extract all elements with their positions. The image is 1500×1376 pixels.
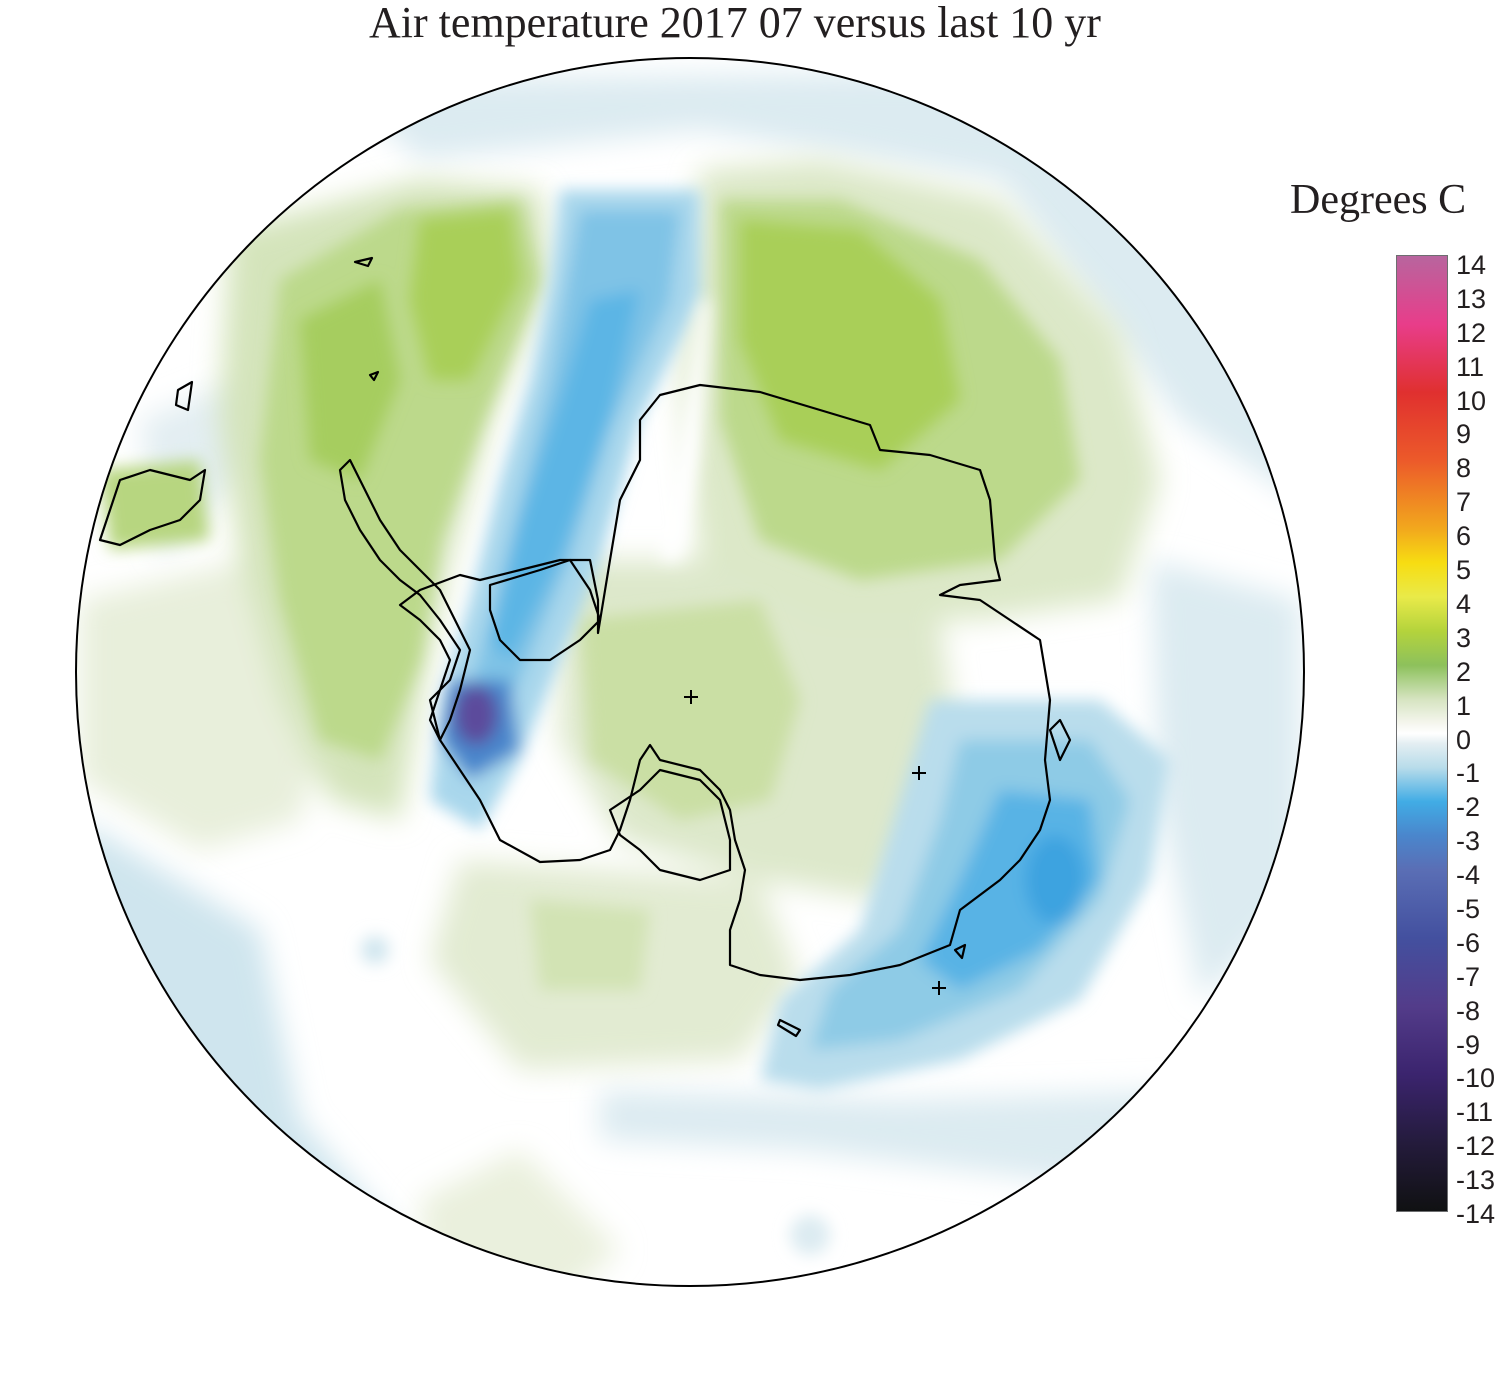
blue-anomaly-east bbox=[760, 700, 1170, 1090]
legend-tick-label: 2 bbox=[1456, 656, 1472, 687]
legend-tick-label: 7 bbox=[1456, 487, 1472, 518]
legend-tick-label: 3 bbox=[1456, 622, 1472, 653]
island-a bbox=[353, 256, 374, 268]
island-f bbox=[776, 1018, 802, 1038]
legend-tick-label: -12 bbox=[1456, 1131, 1496, 1162]
legend-tick-label: -11 bbox=[1456, 1097, 1494, 1128]
station-marker-1 bbox=[912, 766, 926, 780]
island-d bbox=[1048, 718, 1072, 762]
antarctic-peninsula bbox=[338, 458, 472, 742]
legend-tick-label: -14 bbox=[1456, 1199, 1496, 1229]
legend-title: Degrees C bbox=[1290, 177, 1467, 223]
legend-tick-label: 4 bbox=[1456, 588, 1472, 619]
south-pole-marker bbox=[684, 690, 698, 704]
legend-tick-label: -5 bbox=[1456, 893, 1481, 924]
legend-tick-label: 13 bbox=[1456, 283, 1487, 314]
legend-tick-label: -8 bbox=[1456, 995, 1481, 1026]
legend-tick-label: 5 bbox=[1456, 555, 1472, 586]
small-detail-patches bbox=[361, 300, 830, 1255]
map-title: Air temperature 2017 07 versus last 10 y… bbox=[369, 0, 1101, 47]
antarctica-coastline bbox=[98, 256, 1072, 1038]
continent-outline bbox=[398, 383, 1052, 982]
island-b bbox=[174, 380, 194, 412]
legend-tick-label: 0 bbox=[1456, 724, 1472, 755]
ross-ice-shelf bbox=[608, 768, 732, 882]
station-marker-2 bbox=[932, 981, 946, 995]
legend-tick-label: 10 bbox=[1456, 385, 1487, 416]
island-c bbox=[368, 370, 380, 382]
legend-tick-label: -6 bbox=[1456, 927, 1481, 958]
legend-tick-label: -10 bbox=[1456, 1063, 1496, 1094]
legend-tick-label: 8 bbox=[1456, 453, 1472, 484]
ronne-ice-shelf bbox=[488, 558, 602, 662]
site-markers bbox=[684, 690, 946, 995]
legend-tick-label: -4 bbox=[1456, 860, 1481, 891]
legend-tick-label: 6 bbox=[1456, 521, 1472, 552]
anomaly-field bbox=[76, 58, 1304, 1286]
legend-tick-label: -9 bbox=[1456, 1029, 1481, 1060]
color-scale-bar bbox=[1396, 255, 1448, 1212]
legend-tick-label: -1 bbox=[1456, 758, 1481, 789]
map-boundary-circle bbox=[75, 57, 1305, 1287]
legend-tick-label: 9 bbox=[1456, 419, 1472, 450]
legend-tick-label: -3 bbox=[1456, 826, 1481, 857]
strong-green-regions bbox=[300, 210, 960, 480]
south-america-tip bbox=[98, 468, 207, 547]
legend-tick-label: -13 bbox=[1456, 1165, 1496, 1196]
legend-tick-label: 12 bbox=[1456, 317, 1487, 348]
legend-tick-label: -7 bbox=[1456, 961, 1481, 992]
legend-tick-label: 1 bbox=[1456, 690, 1472, 721]
island-e bbox=[953, 943, 967, 960]
legend-tick-label: -2 bbox=[1456, 792, 1481, 823]
legend-tick-label: 11 bbox=[1456, 351, 1485, 382]
legend-tick-label: 14 bbox=[1456, 250, 1487, 280]
